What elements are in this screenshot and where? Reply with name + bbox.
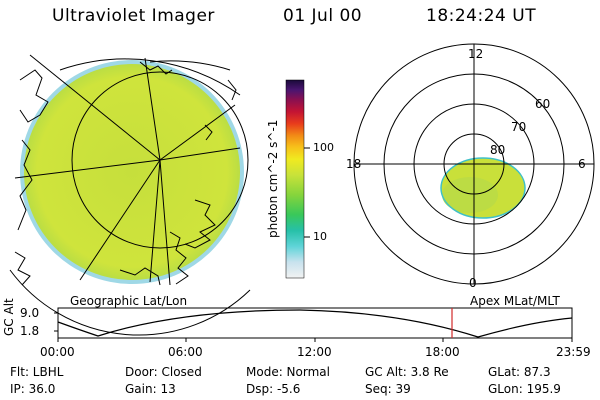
geo-uv-image xyxy=(24,64,240,280)
altitude-xtick-1800: 18:00 xyxy=(425,345,460,359)
altitude-xtick-2359: 23:59 xyxy=(556,345,591,359)
geo-coastlines xyxy=(14,61,237,286)
geo-meridian xyxy=(144,57,161,161)
mlt-label-6: 6 xyxy=(578,157,586,171)
instrument-title: Ultraviolet Imager xyxy=(52,6,215,26)
observation-time: 18:24:24 UT xyxy=(426,6,537,26)
info-glon: GLon: 195.9 xyxy=(488,382,561,396)
auroral-oval-edge xyxy=(440,157,526,219)
colorbar-label-10: 10 xyxy=(313,230,327,243)
info-dsp: Dsp: -5.6 xyxy=(246,382,301,396)
colorbar xyxy=(285,79,310,279)
lat-label-80: 80 xyxy=(490,143,506,157)
info-door: Door: Closed xyxy=(125,365,202,379)
info-gain: Gain: 13 xyxy=(125,382,176,396)
geo-lat-arc-top xyxy=(59,58,241,96)
altitude-plot-frame xyxy=(57,307,573,339)
mlt-label-0: 0 xyxy=(469,276,477,290)
polar-grid xyxy=(353,43,595,285)
altitude-xtick-1200: 12:00 xyxy=(297,345,332,359)
geo-meridian xyxy=(14,159,161,179)
observation-date: 01 Jul 00 xyxy=(283,6,363,26)
geo-meridian xyxy=(79,159,161,281)
geo-meridian xyxy=(159,159,171,286)
geo-meridian xyxy=(159,104,236,161)
altitude-ytick-9: 9.0 xyxy=(20,306,40,320)
apex-label: Apex MLat/MLT xyxy=(470,294,560,308)
geo-meridian xyxy=(159,147,241,161)
geo-meridian xyxy=(149,159,161,283)
geographic-image-panel xyxy=(9,54,251,336)
altitude-ylabel: GC Alt xyxy=(2,298,16,336)
mlt-label-12: 12 xyxy=(468,47,484,61)
info-mode: Mode: Normal xyxy=(246,365,330,379)
altitude-curve xyxy=(57,309,573,338)
lat-label-70: 70 xyxy=(511,120,527,134)
geo-grid xyxy=(9,54,251,336)
colorbar-unit-label: photon cm^-2 s^-1 xyxy=(266,119,280,238)
auroral-oval-inner xyxy=(442,177,498,213)
colorbar-gradient xyxy=(285,79,305,279)
altitude-xtick-0600: 06:00 xyxy=(168,345,203,359)
info-filter: Flt: LBHL xyxy=(10,365,64,379)
info-glat: GLat: 87.3 xyxy=(488,365,551,379)
geo-lat-circle xyxy=(71,71,249,249)
info-ip: IP: 36.0 xyxy=(10,382,56,396)
lat-label-60: 60 xyxy=(535,97,551,111)
geo-lat-arc-upper xyxy=(149,60,231,71)
altitude-xtick-0000: 00:00 xyxy=(40,345,75,359)
altitude-ytick-1-8: 1.8 xyxy=(20,324,40,338)
altitude-plot xyxy=(54,307,573,342)
apex-polar-panel xyxy=(353,43,595,285)
geo-meridian xyxy=(29,54,161,161)
geographic-label: Geographic Lat/Lon xyxy=(70,294,188,308)
info-gc-alt: GC Alt: 3.8 Re xyxy=(365,365,449,379)
colorbar-label-100: 100 xyxy=(313,141,334,154)
mlt-label-18: 18 xyxy=(346,157,362,171)
info-seq: Seq: 39 xyxy=(365,382,411,396)
